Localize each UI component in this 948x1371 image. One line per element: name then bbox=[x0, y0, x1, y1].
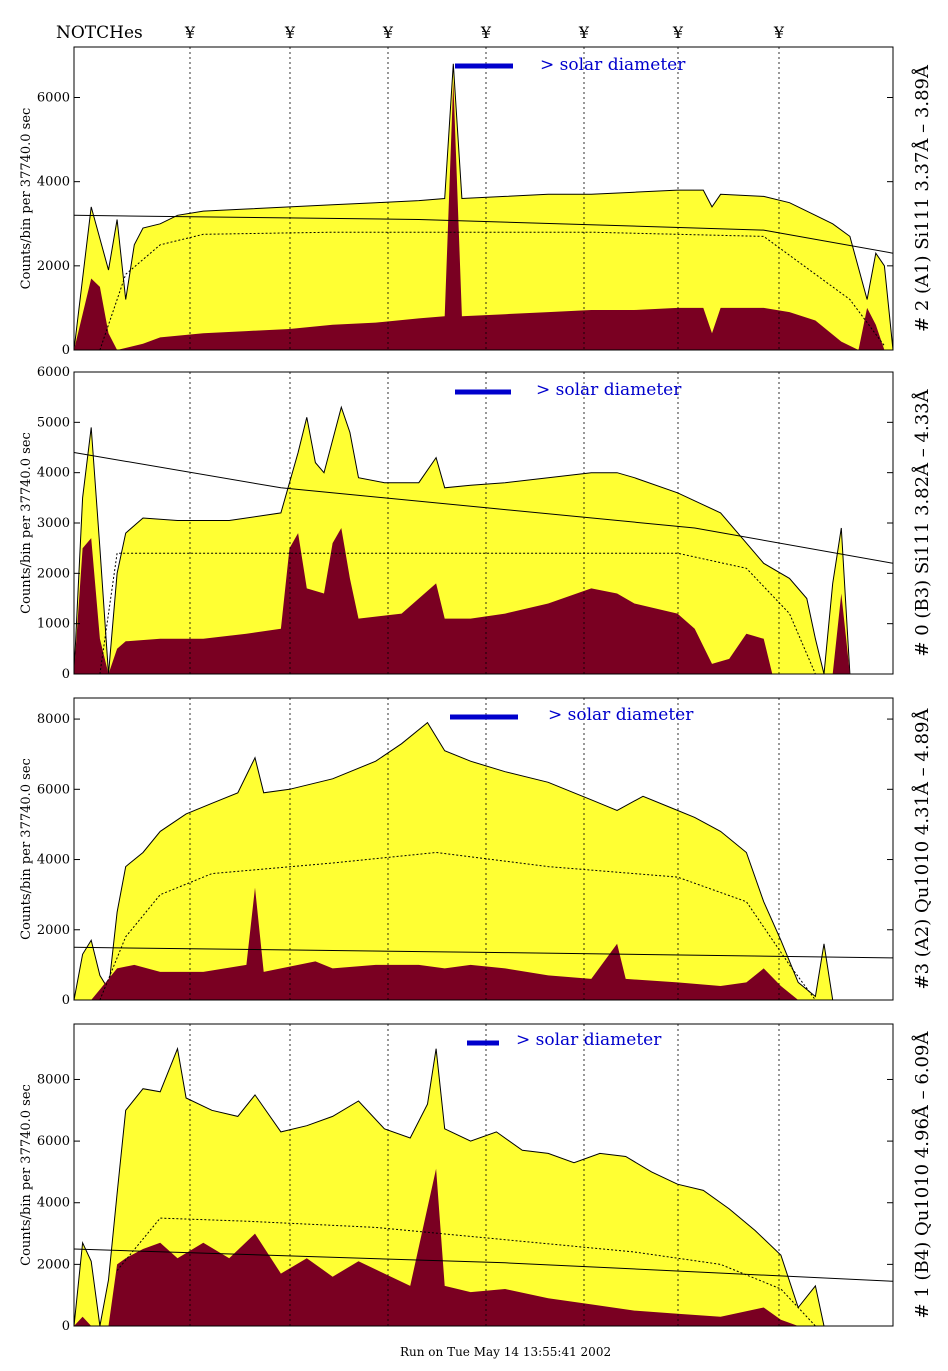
y-tick-label: 6000 bbox=[37, 365, 70, 380]
solar-diameter-label: > solar diameter bbox=[536, 380, 682, 400]
y-tick-label: 0 bbox=[62, 343, 70, 358]
plot-frame bbox=[73, 46, 894, 351]
detector-label: # 2 (A1) Si111 3.37Å – 3.89Å bbox=[911, 64, 933, 332]
low-counts-area bbox=[74, 1168, 893, 1326]
low-counts-area bbox=[74, 80, 893, 350]
y-tick-label: 4000 bbox=[37, 1196, 70, 1211]
chart-panel-3: 0 2000 4000 6000 8000 Counts/bin per 37740.0 … bbox=[19, 697, 933, 1008]
total-counts-area bbox=[73, 1046, 893, 1327]
y-tick-label: 8000 bbox=[37, 1072, 70, 1087]
low-counts-area bbox=[74, 887, 893, 1000]
total-counts-area bbox=[73, 63, 894, 351]
y-tick-label: 8000 bbox=[37, 712, 70, 727]
low-counts-area bbox=[74, 528, 893, 674]
solar-diameter-label: > solar diameter bbox=[548, 705, 694, 725]
notch-marker-1: ¥ bbox=[184, 23, 196, 42]
detector-label: # 0 (B3) Si111 3.82Å – 4.33Å bbox=[911, 388, 933, 656]
fit-line bbox=[73, 214, 894, 254]
y-tick-label: 4000 bbox=[37, 175, 70, 190]
y-tick-label: 2000 bbox=[37, 259, 70, 274]
y-tick-label: 1000 bbox=[37, 617, 70, 632]
y-tick-label: 4000 bbox=[37, 466, 70, 481]
y-tick-label: 2000 bbox=[37, 923, 70, 938]
detector-label: # 1 (B4) Qu1010 4.96Å – 6.09Å bbox=[911, 1031, 933, 1319]
solar-diameter-label: > solar diameter bbox=[516, 1030, 662, 1050]
fit-line bbox=[73, 946, 894, 959]
plot-frame bbox=[73, 1023, 894, 1327]
y-axis-label: Counts/bin per 37740.0 sec bbox=[19, 758, 34, 940]
solar-diameter-label: > solar diameter bbox=[540, 55, 686, 75]
dotted-reference-line bbox=[116, 1217, 816, 1327]
y-tick-label: 2000 bbox=[37, 566, 70, 581]
notch-marker-3: ¥ bbox=[382, 23, 394, 42]
notches-label: NOTCHes bbox=[56, 23, 143, 43]
y-tick-label: 0 bbox=[62, 993, 70, 1008]
y-axis-label: Counts/bin per 37740.0 sec bbox=[19, 108, 34, 290]
fit-line bbox=[73, 1248, 894, 1282]
y-tick-label: 6000 bbox=[37, 782, 70, 797]
y-tick-label: 6000 bbox=[37, 91, 70, 106]
total-counts-area bbox=[73, 721, 893, 1001]
y-axis-label: Counts/bin per 37740.0 sec bbox=[19, 432, 34, 614]
plot-frame bbox=[73, 697, 894, 1001]
run-timestamp: Run on Tue May 14 13:55:41 2002 bbox=[400, 1345, 611, 1359]
y-tick-label: 5000 bbox=[37, 415, 70, 430]
y-axis-label: Counts/bin per 37740.0 sec bbox=[19, 1084, 34, 1266]
y-tick-label: 4000 bbox=[37, 853, 70, 868]
notch-marker-2: ¥ bbox=[284, 23, 296, 42]
y-tick-label: 0 bbox=[62, 667, 70, 682]
fit-line bbox=[73, 452, 894, 564]
dotted-reference-line bbox=[99, 851, 816, 1001]
notch-marker-6: ¥ bbox=[672, 23, 684, 42]
total-counts-area bbox=[73, 405, 893, 675]
chart-panel-2: 0 1000 2000 3000 4000 5000 6000 Counts/bin per … bbox=[19, 365, 933, 682]
y-tick-label: 3000 bbox=[37, 516, 70, 531]
notch-marker-7: ¥ bbox=[773, 23, 785, 42]
notch-marker-5: ¥ bbox=[578, 23, 590, 42]
detector-label: #3 (A2) Qu1010 4.31Å – 4.89Å bbox=[911, 708, 933, 990]
notch-marker-4: ¥ bbox=[480, 23, 492, 42]
dotted-reference-line bbox=[99, 231, 885, 351]
notch-markers: ¥ ¥ ¥ ¥ ¥ ¥ ¥ bbox=[184, 23, 785, 42]
y-tick-label: 2000 bbox=[37, 1257, 70, 1272]
y-tick-label: 6000 bbox=[37, 1134, 70, 1149]
y-tick-label: 0 bbox=[62, 1319, 70, 1334]
